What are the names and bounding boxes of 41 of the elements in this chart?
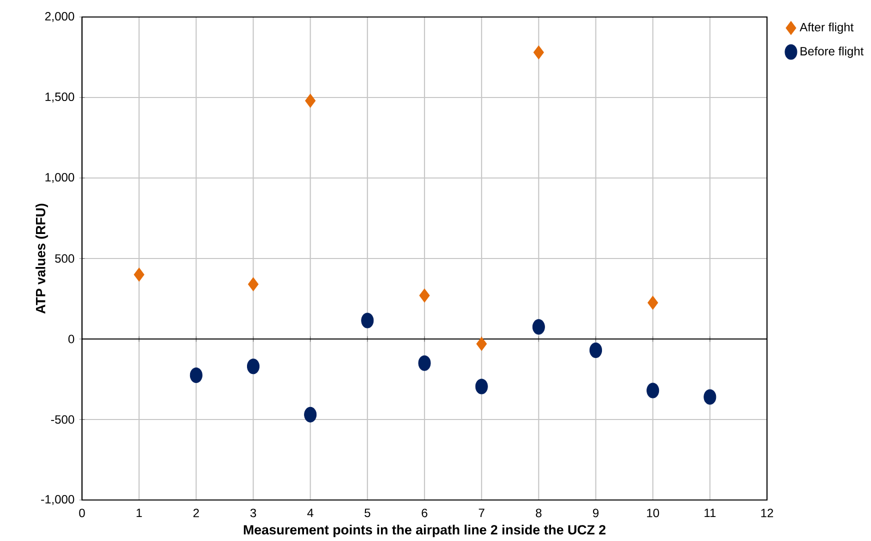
point	[305, 94, 316, 108]
point	[648, 296, 658, 310]
point	[304, 407, 317, 423]
y-tick-label: 500	[55, 254, 74, 263]
point	[532, 319, 545, 335]
x-tick-label: 6	[422, 508, 428, 518]
point	[533, 46, 544, 60]
x-axis-title: Measurement points in the airpath line 2 inside the UCZ 2	[244, 524, 606, 538]
point	[190, 368, 202, 384]
x-tick-label: 7	[478, 508, 484, 518]
point	[134, 268, 144, 282]
y-tick-label: 1,500	[46, 92, 74, 103]
x-tick-label: 9	[592, 508, 599, 518]
y-tick-label: -500	[51, 415, 74, 424]
x-tick-label: 2	[193, 508, 199, 518]
y-tick-label: 0	[68, 334, 74, 344]
legend-label: After flight	[800, 22, 854, 34]
point	[646, 382, 660, 398]
point	[248, 277, 259, 292]
point	[704, 389, 716, 405]
x-tick-label: 12	[761, 508, 774, 518]
y-tick-label: 1,000	[46, 173, 74, 184]
x-tick-label: 5	[364, 508, 370, 518]
point	[589, 342, 602, 358]
point	[361, 312, 374, 328]
y-axis-title: ATP values (RFU)	[36, 204, 48, 314]
x-tick-label: 3	[250, 508, 256, 518]
y-tick-label: -1,000	[41, 495, 74, 506]
legend-label: Before flight	[800, 46, 864, 58]
x-tick-label: 0	[79, 508, 85, 518]
y-tick-label: 2,000	[45, 12, 74, 22]
point	[419, 288, 430, 303]
x-tick-label: 1	[136, 508, 142, 518]
point	[246, 358, 260, 374]
x-tick-label: 8	[536, 508, 542, 518]
point	[476, 337, 487, 351]
x-tick-label: 10	[647, 508, 660, 518]
x-tick-label: 11	[704, 508, 716, 518]
point	[475, 378, 488, 394]
point	[418, 356, 431, 372]
x-tick-label: 4	[307, 508, 314, 518]
